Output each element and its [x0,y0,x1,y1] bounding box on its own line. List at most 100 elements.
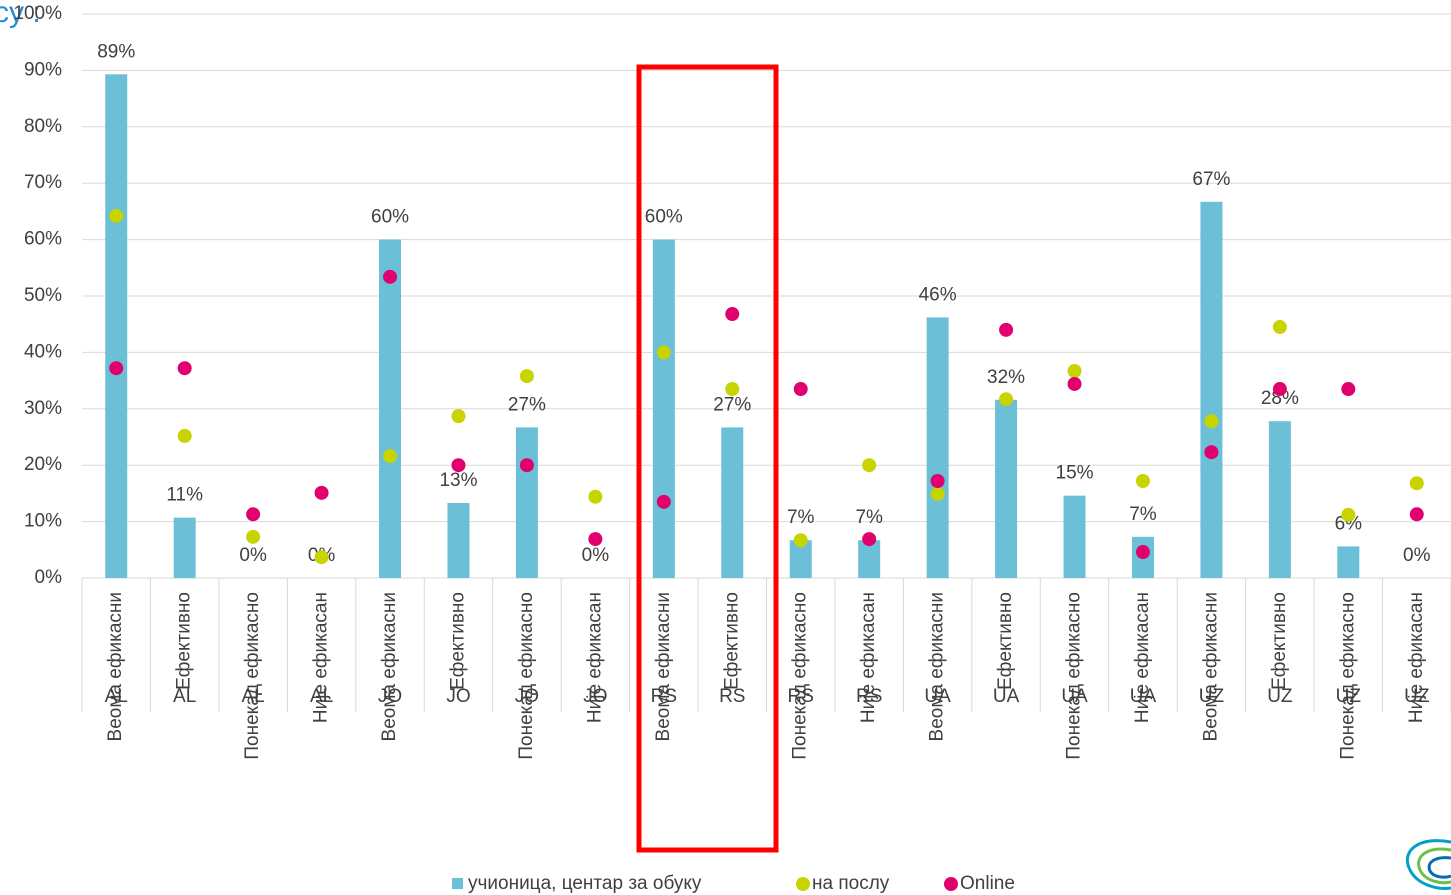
dot [451,458,466,473]
x-tick-label: Веома ефикасни [379,592,400,741]
bar [1200,201,1223,578]
bar [789,540,812,578]
dot [725,382,740,397]
dot [383,269,398,284]
dot [1272,382,1287,397]
dot [519,458,534,473]
x-group-label: AL [105,686,128,707]
y-tick-label: 0% [35,567,63,588]
dot [999,392,1014,407]
y-tick-label: 50% [24,285,62,306]
x-tick-label: Није ефикасан [858,592,879,723]
dot [519,369,534,384]
bar [1337,546,1360,578]
bar [105,74,128,579]
dot [246,529,261,544]
dot [862,458,877,473]
y-tick-label: 10% [24,511,62,532]
bar [447,502,470,578]
x-tick-label: Понекад ефикасно [1064,592,1085,760]
x-group-label: AL [310,686,333,707]
dot [177,361,192,376]
value-label: 7% [787,507,815,528]
dot [588,532,603,547]
value-label: 7% [855,507,883,528]
dot [793,533,808,548]
x-group-label: JO [378,686,402,707]
dot [1341,507,1356,522]
y-tick-label: 100% [13,3,62,24]
dot [177,428,192,443]
legend-label: на послу [812,873,890,894]
dot [725,307,740,322]
dot [1272,320,1287,335]
x-group-label: RS [719,686,745,707]
dot [314,550,329,565]
x-tick-label: Веома ефикасни [927,592,948,741]
x-tick-label: Веома ефикасни [1200,592,1221,741]
dot [1204,445,1219,460]
chart-title: су : [0,0,41,29]
x-group-label: UZ [1336,686,1362,707]
dot [1341,382,1356,397]
x-group-label: AL [173,686,196,707]
dot [109,361,124,376]
bar [652,239,675,578]
x-group-label: UZ [1267,686,1293,707]
dot [1135,473,1150,488]
x-tick-label: Понекад ефикасно [1337,592,1358,760]
x-tick-label: Веома ефикасни [653,592,674,741]
y-tick-label: 90% [24,59,62,80]
value-label: 0% [239,545,267,566]
bar [173,517,196,578]
bar [995,399,1018,578]
value-label: 6% [1335,513,1363,534]
dot [1204,414,1219,429]
x-tick-label: Ефективно [995,592,1016,690]
x-tick-label: Ефективно [721,592,742,690]
legend-swatch [796,877,810,891]
x-tick-label: Понекад ефикасно [516,592,537,760]
x-tick-label: Ефективно [174,592,195,690]
dot [1067,376,1082,391]
x-group-label: JO [515,686,539,707]
dot [656,494,671,509]
y-tick-label: 40% [24,341,62,362]
dot [656,345,671,360]
bar [515,427,538,578]
value-label: 60% [371,207,409,228]
value-label: 60% [645,207,683,228]
x-group-label: JO [583,686,607,707]
x-group-label: RS [651,686,677,707]
legend-label: учионица, центар за обуку [468,873,702,894]
x-group-label: UA [993,686,1020,707]
bar [1268,421,1291,578]
y-tick-label: 20% [24,454,62,475]
dot [588,489,603,504]
x-tick-label: Ефективно [447,592,468,690]
value-label: 27% [508,394,546,415]
bar [1063,495,1086,578]
x-group-label: UA [1130,686,1157,707]
x-group-label: UA [924,686,951,707]
value-label: 32% [987,367,1025,388]
value-label: 15% [1056,463,1094,484]
value-label: 27% [713,394,751,415]
dot [862,532,877,547]
dot [1409,476,1424,491]
y-tick-label: 30% [24,398,62,419]
x-group-label: UZ [1404,686,1430,707]
bar [858,540,881,578]
value-label: 46% [919,284,957,305]
highlight-box [636,64,779,853]
x-group-label: RS [856,686,882,707]
value-label: 89% [97,41,135,62]
value-label: 13% [439,470,477,491]
value-label: 0% [582,545,610,566]
x-tick-label: Понекад ефикасно [242,592,263,760]
dot [246,507,261,522]
x-group-label: JO [446,686,470,707]
value-label: 11% [166,485,203,506]
dot [383,449,398,464]
